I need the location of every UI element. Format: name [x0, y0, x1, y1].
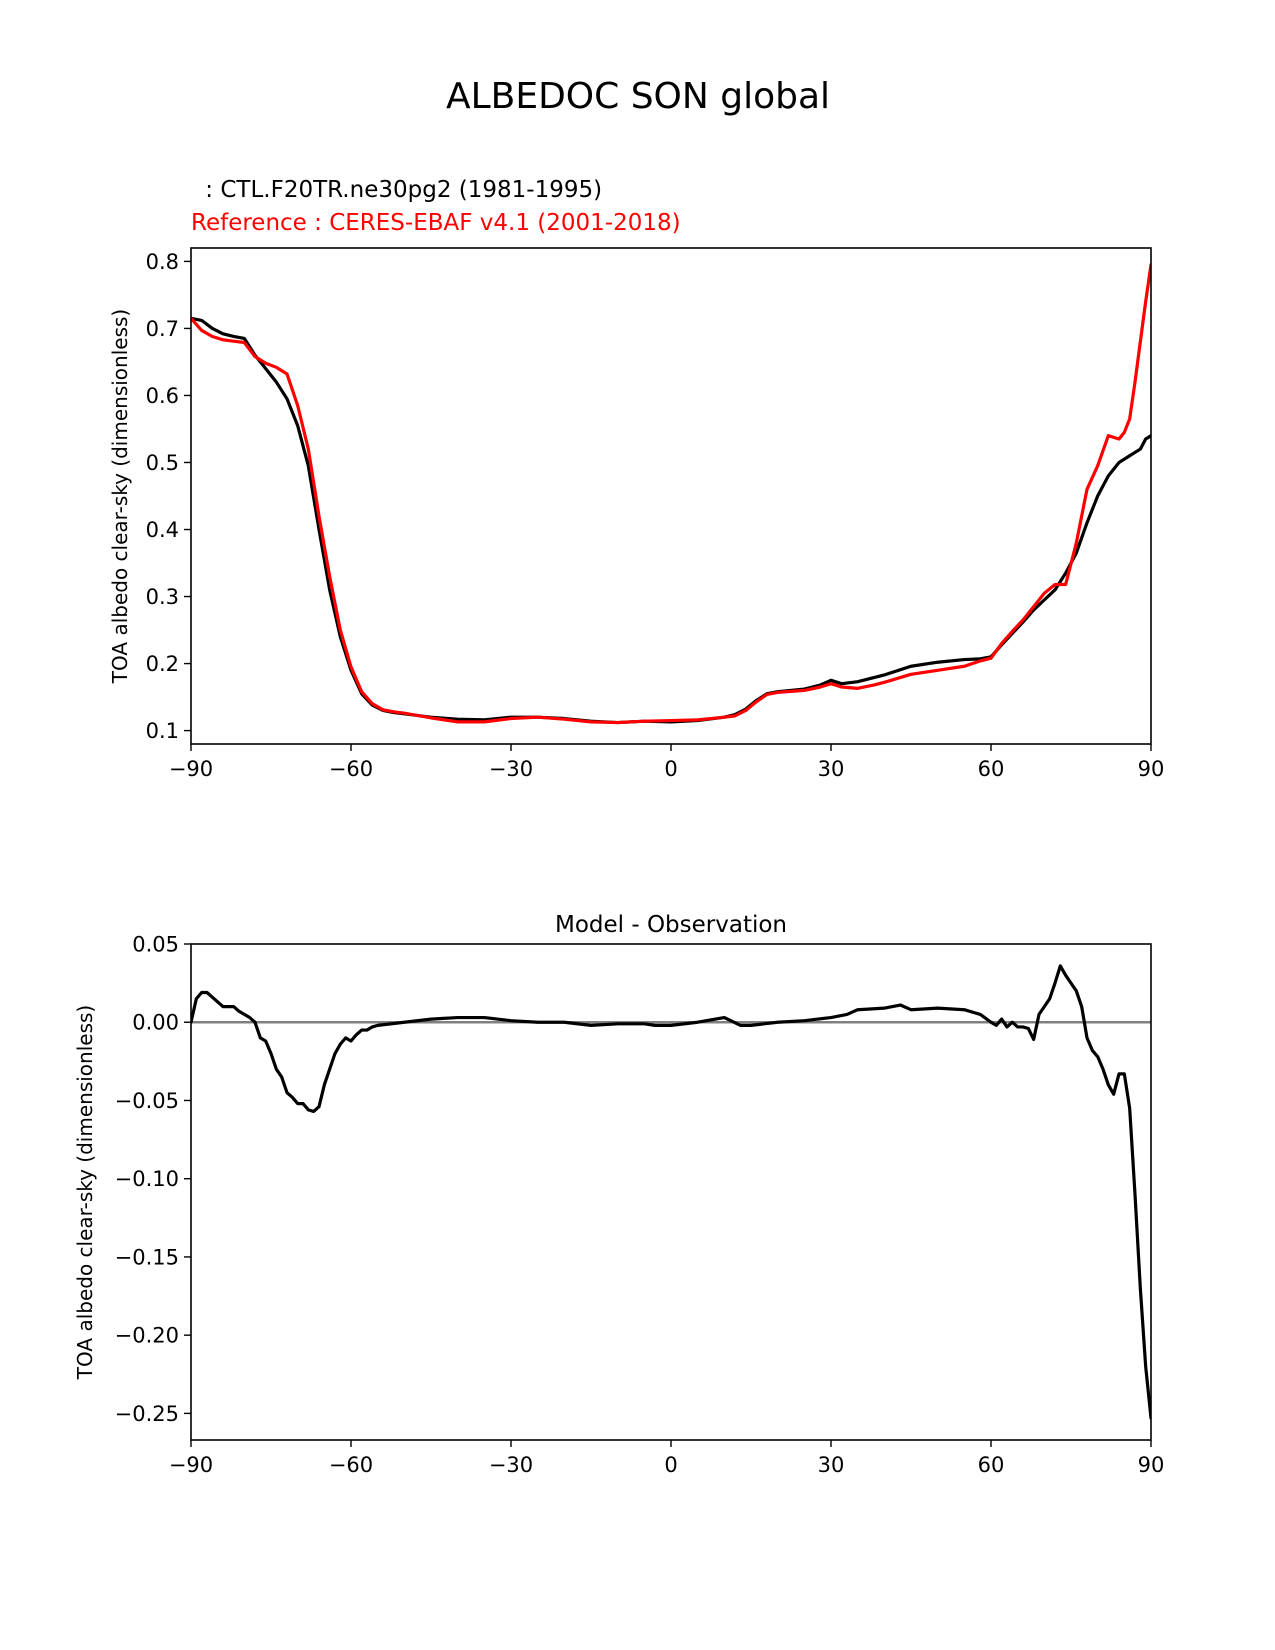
- reference-label: Reference : CERES-EBAF v4.1 (2001-2018): [191, 210, 681, 236]
- bottom-y-tick-label: −0.05: [115, 1089, 179, 1113]
- top-x-tick-label: 60: [978, 757, 1005, 781]
- top-plot-frame: [190, 247, 1152, 745]
- bottom-y-tick-label: −0.15: [115, 1245, 179, 1269]
- bottom-x-tick-label: 0: [664, 1453, 677, 1477]
- bottom-y-tick-label: −0.20: [115, 1324, 179, 1348]
- top-y-tick-label: 0.3: [146, 585, 179, 609]
- top-y-tick-label: 0.6: [146, 384, 179, 408]
- top-y-tick-label: 0.1: [146, 719, 179, 743]
- bottom-panel: −90 −60 −30 0 30 60 90 0.05 0.00 −0.05 −0.10 −0.15 −…: [73, 912, 1164, 1477]
- bottom-y-tick-label: −0.10: [115, 1167, 179, 1191]
- top-y-tick-label: 0.2: [146, 652, 179, 676]
- top-y-tick-label: 0.4: [146, 518, 179, 542]
- top-series-line-0: [191, 316, 1151, 725]
- bottom-plot-frame: [190, 943, 1152, 1441]
- bottom-x-tick-label: 30: [818, 1453, 845, 1477]
- bottom-x-tick-label: 90: [1138, 1453, 1165, 1477]
- bottom-y-axis-label: TOA albedo clear-sky (dimensionless): [73, 1005, 97, 1380]
- bottom-x-tick-label: −90: [169, 1453, 213, 1477]
- top-x-tick-label: −60: [329, 757, 373, 781]
- bottom-y-tick-label: 0.00: [132, 1011, 179, 1035]
- figure-title: ALBEDOC SON global: [446, 76, 830, 117]
- top-y-tick-label: 0.8: [146, 250, 179, 274]
- top-series-line-1: [191, 263, 1151, 725]
- bottom-x-tick-label: −30: [489, 1453, 533, 1477]
- bottom-x-tick-label: −60: [329, 1453, 373, 1477]
- top-y-axis-label: TOA albedo clear-sky (dimensionless): [108, 309, 132, 684]
- top-x-tick-label: 0: [664, 757, 677, 781]
- bottom-x-tick-label: 60: [978, 1453, 1005, 1477]
- test-label: : CTL.F20TR.ne30pg2 (1981-1995): [198, 177, 602, 203]
- top-panel: −90 −60 −30 0 30 60 90 0.1 0.2 0.3 0.4 0.5 0.6 0.7 0.8…: [108, 247, 1165, 781]
- top-x-tick-label: −30: [489, 757, 533, 781]
- top-y-tick-label: 0.7: [146, 317, 179, 341]
- bottom-y-tick-label: −0.25: [115, 1402, 179, 1426]
- top-y-tick-label: 0.5: [146, 451, 179, 475]
- top-x-tick-label: 30: [818, 757, 845, 781]
- bottom-y-tick-label: 0.05: [132, 933, 179, 957]
- bottom-panel-title: Model - Observation: [555, 912, 787, 938]
- bottom-series-line-0: [191, 964, 1151, 1420]
- top-x-tick-label: 90: [1138, 757, 1165, 781]
- top-x-tick-label: −90: [169, 757, 213, 781]
